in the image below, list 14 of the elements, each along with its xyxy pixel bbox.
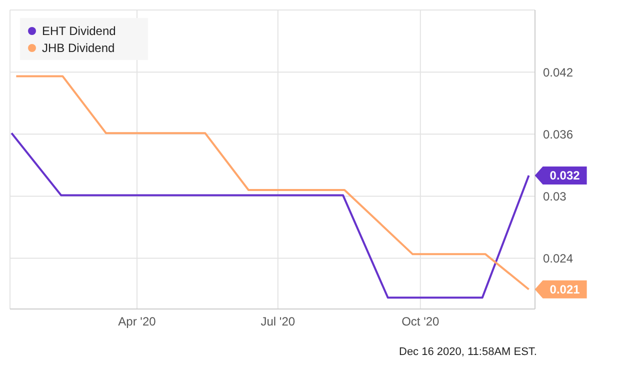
y-tick-label: 0.036 (543, 127, 574, 142)
x-tick-label: Oct '20 (402, 314, 440, 329)
data-label: 0.032 (550, 168, 580, 183)
y-tick-label: 0.024 (543, 252, 574, 266)
data-label: 0.021 (550, 282, 580, 296)
text: Dec 16 2020, 11:58AM EST. (399, 346, 537, 358)
x-tick-label: Jul '20 (260, 314, 296, 329)
line-series (10, 132, 530, 299)
y-tick-label: 0.042 (543, 65, 574, 80)
y-tick-label: 0.03 (543, 189, 567, 204)
legend-label: EHT Dividend (42, 24, 116, 38)
legend-label: JHB Dividend (42, 40, 115, 54)
line-series (15, 75, 530, 290)
x-tick-label: Apr '20 (118, 314, 156, 329)
